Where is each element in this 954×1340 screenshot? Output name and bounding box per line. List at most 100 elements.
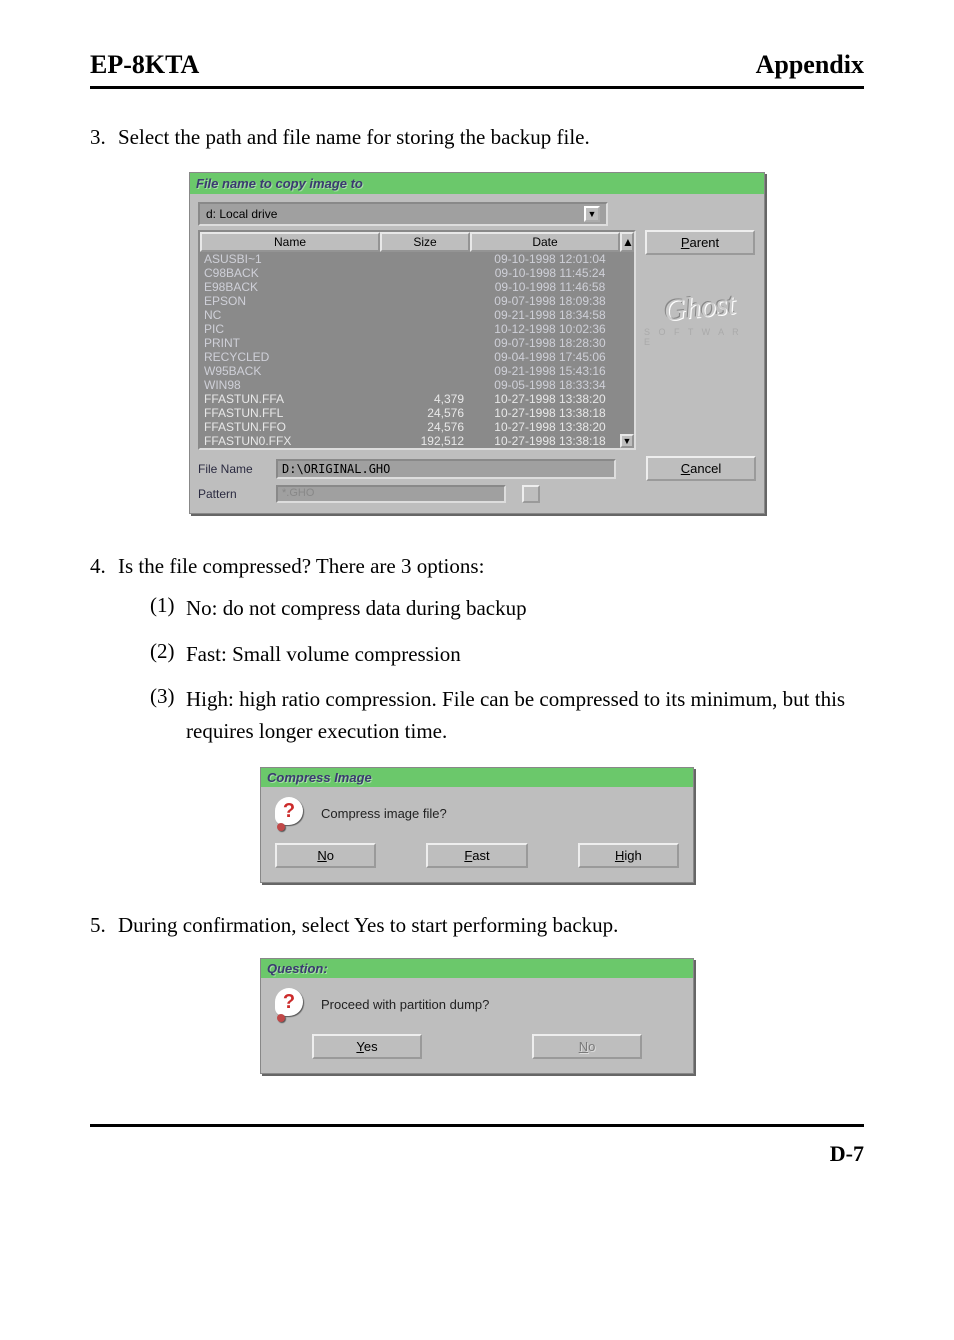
question-dialog: Question: ? Proceed with partition dump?…	[260, 958, 694, 1074]
file-size-cell	[380, 308, 470, 322]
file-name-cell: C98BACK	[204, 266, 380, 280]
file-row[interactable]: E98BACK 09-10-1998 11:46:58	[200, 280, 634, 294]
file-date-cell: 09-07-1998 18:09:38	[470, 294, 630, 308]
file-date-cell: 09-10-1998 12:01:04	[470, 252, 630, 266]
file-size-cell: 24,576	[380, 406, 470, 420]
step4-text: Is the file compressed? There are 3 opti…	[118, 554, 864, 579]
file-date-cell: 10-27-1998 13:38:18	[470, 406, 630, 420]
pattern-input[interactable]: *.GHO	[276, 485, 506, 503]
step5-num: 5.	[90, 913, 118, 938]
file-row[interactable]: C98BACK 09-10-1998 11:45:24	[200, 266, 634, 280]
header-right: Appendix	[756, 50, 864, 80]
file-row[interactable]: FFASTUN0.FFX192,51210-27-1998 13:38:18	[200, 434, 634, 448]
file-date-cell: 10-12-1998 10:02:36	[470, 322, 630, 336]
file-size-cell	[380, 350, 470, 364]
question-icon: ?	[275, 797, 307, 829]
scroll-up-icon[interactable]: ▲	[620, 232, 634, 252]
file-dialog-title: File name to copy image to	[190, 173, 764, 194]
file-name-cell: ASUSBI~1	[204, 252, 380, 266]
file-name-cell: FFASTUN.FFL	[204, 406, 380, 420]
file-size-cell	[380, 364, 470, 378]
question-title: Question:	[261, 959, 693, 978]
file-row[interactable]: FFASTUN.FFA4,37910-27-1998 13:38:20	[200, 392, 634, 406]
drive-select[interactable]: d: Local drive ▼	[198, 202, 608, 226]
col-size[interactable]: Size	[380, 232, 470, 252]
step3-num: 3.	[90, 125, 118, 150]
pattern-check-button[interactable]	[522, 485, 540, 503]
col-date[interactable]: Date	[470, 232, 620, 252]
drive-value: d: Local drive	[206, 207, 277, 221]
compress-fast-button[interactable]: Fast	[426, 843, 527, 868]
file-name-cell: PIC	[204, 322, 380, 336]
page-number: D-7	[90, 1141, 864, 1167]
file-name-cell: FFASTUN0.FFX	[204, 434, 380, 448]
parent-button[interactable]: Parent	[645, 230, 755, 255]
proceed-yes-button[interactable]: Yes	[312, 1034, 422, 1059]
file-row[interactable]: EPSON09-07-1998 18:09:38	[200, 294, 634, 308]
file-list-header: Name Size Date ▲	[200, 232, 634, 252]
compress-dialog: Compress Image ? Compress image file? No…	[260, 767, 694, 883]
opt1-txt: No: do not compress data during backup	[186, 593, 864, 625]
file-date-cell: 09-10-1998 11:46:58	[470, 280, 630, 294]
step4-num: 4.	[90, 554, 118, 579]
file-size-cell	[380, 266, 470, 280]
file-date-cell: 10-27-1998 13:38:20	[470, 392, 630, 406]
opt1-lbl: (1)	[150, 593, 186, 625]
file-row[interactable]: RECYCLED 09-04-1998 17:45:06	[200, 350, 634, 364]
file-size-cell: 192,512	[380, 434, 470, 448]
ghost-logo: Ghost	[663, 287, 738, 328]
proceed-question: Proceed with partition dump?	[321, 997, 489, 1012]
file-name-cell: PRINT	[204, 336, 380, 350]
file-size-cell	[380, 378, 470, 392]
file-size-cell: 4,379	[380, 392, 470, 406]
file-size-cell	[380, 336, 470, 350]
file-name-cell: FFASTUN.FFO	[204, 420, 380, 434]
file-name-cell: E98BACK	[204, 280, 380, 294]
pattern-label: Pattern	[198, 487, 268, 501]
compress-question: Compress image file?	[321, 806, 447, 821]
compress-no-button[interactable]: No	[275, 843, 376, 868]
file-name-input[interactable]: D:\ORIGINAL.GHO	[276, 459, 616, 479]
file-list-panel: Name Size Date ▲ ASUSBI~1 09-10-1998 12:0…	[198, 230, 636, 450]
file-name-cell: FFASTUN.FFA	[204, 392, 380, 406]
compress-high-button[interactable]: High	[578, 843, 679, 868]
file-date-cell: 09-07-1998 18:28:30	[470, 336, 630, 350]
ghost-logo-subtitle: S O F T W A R E	[644, 327, 756, 347]
file-name-label: File Name	[198, 462, 268, 476]
file-name-cell: NC	[204, 308, 380, 322]
opt3-lbl: (3)	[150, 684, 186, 747]
file-date-cell: 09-05-1998 18:33:34	[470, 378, 630, 392]
file-row[interactable]: W95BACK 09-21-1998 15:43:16	[200, 364, 634, 378]
file-size-cell	[380, 322, 470, 336]
file-date-cell: 09-10-1998 11:45:24	[470, 266, 630, 280]
file-row[interactable]: ASUSBI~1 09-10-1998 12:01:04	[200, 252, 634, 266]
file-size-cell	[380, 252, 470, 266]
compress-title: Compress Image	[261, 768, 693, 787]
drive-dropdown-icon[interactable]: ▼	[584, 206, 600, 222]
file-row[interactable]: WIN9809-05-1998 18:33:34	[200, 378, 634, 392]
file-row[interactable]: FFASTUN.FFL24,57610-27-1998 13:38:18	[200, 406, 634, 420]
opt2-txt: Fast: Small volume compression	[186, 639, 864, 671]
footer-rule	[90, 1124, 864, 1127]
file-name-cell: W95BACK	[204, 364, 380, 378]
file-row[interactable]: PRINT 09-07-1998 18:28:30	[200, 336, 634, 350]
file-name-cell: RECYCLED	[204, 350, 380, 364]
scroll-down-icon[interactable]: ▼	[620, 434, 634, 448]
opt2-lbl: (2)	[150, 639, 186, 671]
file-date-cell: 09-04-1998 17:45:06	[470, 350, 630, 364]
header-left: EP-8KTA	[90, 50, 199, 80]
file-date-cell: 10-27-1998 13:38:18	[470, 434, 630, 448]
file-row[interactable]: NC 09-21-1998 18:34:58	[200, 308, 634, 322]
step3-text: Select the path and file name for storin…	[118, 125, 864, 150]
file-date-cell: 09-21-1998 18:34:58	[470, 308, 630, 322]
file-size-cell: 24,576	[380, 420, 470, 434]
col-name[interactable]: Name	[200, 232, 380, 252]
file-dialog: File name to copy image to d: Local driv…	[189, 172, 765, 514]
file-size-cell	[380, 294, 470, 308]
file-date-cell: 10-27-1998 13:38:20	[470, 420, 630, 434]
file-row[interactable]: PIC 10-12-1998 10:02:36	[200, 322, 634, 336]
proceed-no-button[interactable]: No	[532, 1034, 642, 1059]
file-row[interactable]: FFASTUN.FFO24,57610-27-1998 13:38:20	[200, 420, 634, 434]
cancel-button[interactable]: Cancel	[646, 456, 756, 481]
file-date-cell: 09-21-1998 15:43:16	[470, 364, 630, 378]
